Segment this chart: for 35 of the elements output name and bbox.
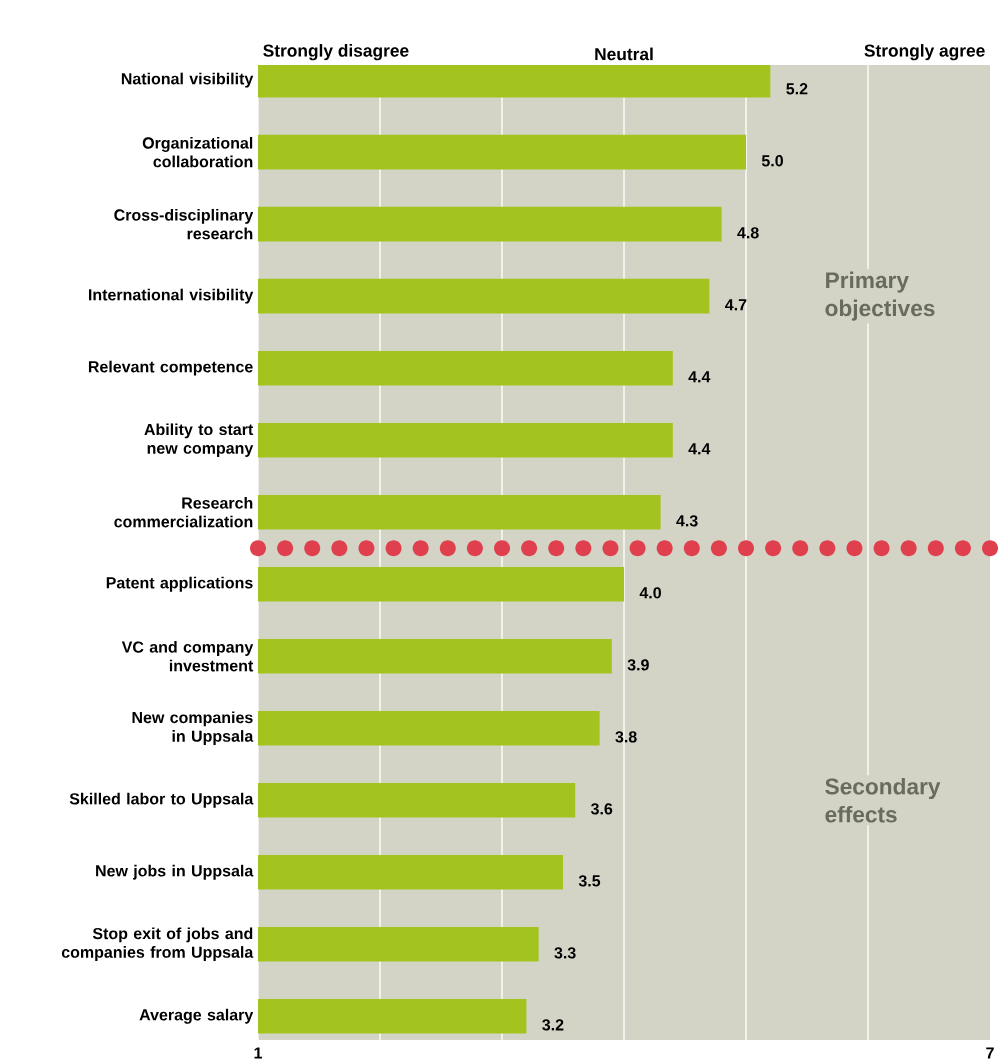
data-label: 3.3 bbox=[554, 947, 576, 959]
y-tick-label: New jobs in Uppsala bbox=[96, 864, 254, 880]
data-label: 5.2 bbox=[786, 83, 808, 95]
text: Strongly disagree bbox=[263, 44, 409, 61]
y-tick-label: Average salary bbox=[139, 1008, 254, 1024]
y-tick-label: Ability to start new company bbox=[144, 423, 254, 457]
annotation: Primary objectives bbox=[825, 271, 935, 321]
y-tick-label: National visibility bbox=[121, 72, 254, 88]
y-tick-label: Cross-disciplinary research bbox=[114, 208, 254, 240]
y-tick-label: Stop exit of jobs and companies from Uppsala bbox=[61, 927, 254, 962]
y-tick-label: VC and company investment bbox=[121, 641, 254, 672]
data-label: 4.3 bbox=[676, 515, 698, 527]
y-tick-label: Organizational collaboration bbox=[142, 136, 253, 168]
data-label: 4.4 bbox=[688, 443, 711, 455]
y-tick-label: Relevant competence bbox=[88, 360, 253, 376]
data-label: 3.6 bbox=[590, 803, 613, 815]
text: Strongly agree bbox=[864, 44, 985, 61]
x-tick-label: 7 bbox=[986, 1047, 994, 1059]
data-label: 4.4 bbox=[688, 371, 711, 383]
y-tick-label: Skilled labor to Uppsala bbox=[69, 792, 254, 808]
data-label: 5.0 bbox=[761, 155, 783, 167]
y-tick-label: New companies in Uppsala bbox=[132, 711, 254, 746]
data-label: 3.9 bbox=[627, 659, 649, 671]
data-label: 3.2 bbox=[542, 1019, 564, 1031]
data-label: 3.8 bbox=[615, 731, 637, 743]
y-tick-label: Patent applications bbox=[106, 576, 253, 592]
x-tick-label: 1 bbox=[254, 1047, 262, 1059]
y-tick-label: Research commercialization bbox=[114, 496, 253, 528]
data-label: 4.8 bbox=[737, 227, 759, 239]
y-tick-label: International visibility bbox=[88, 288, 254, 304]
text: Neutral bbox=[595, 47, 653, 61]
data-label: 4.7 bbox=[725, 299, 747, 311]
data-label: 4.0 bbox=[639, 587, 661, 599]
data-label: 3.5 bbox=[578, 875, 601, 887]
annotation: Secondary effects bbox=[825, 777, 941, 823]
